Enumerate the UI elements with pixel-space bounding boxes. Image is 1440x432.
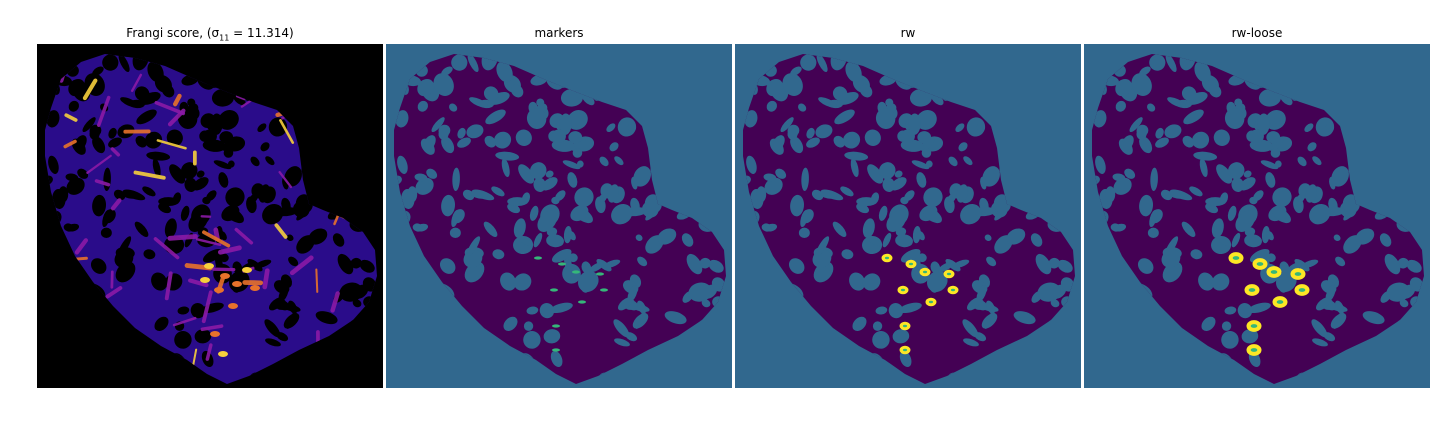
frangi-bright-spot xyxy=(200,277,210,283)
frangi-bright-spot xyxy=(210,331,220,337)
rw-marker xyxy=(902,324,908,328)
rwloose-marker xyxy=(1298,288,1306,292)
frangi-bright-spot xyxy=(218,351,228,357)
rwloose-marker xyxy=(1256,262,1264,266)
rwloose-marker xyxy=(1250,348,1258,352)
markers-marker xyxy=(578,300,586,304)
frangi-bright-spot xyxy=(232,281,242,287)
rw-marker xyxy=(902,348,908,352)
frangi-bright-spot xyxy=(204,263,214,269)
rwloose-marker xyxy=(1294,272,1302,276)
markers-marker xyxy=(596,272,604,276)
rwloose-marker xyxy=(1276,300,1284,304)
markers-image xyxy=(386,44,732,388)
panel-title-markers: markers xyxy=(534,26,584,40)
frangi-bright-spot xyxy=(242,267,252,273)
frangi-bright-spot xyxy=(214,287,224,293)
rw-loose-image xyxy=(1084,44,1430,388)
rwloose-marker xyxy=(1250,324,1258,328)
rw-marker xyxy=(928,300,934,304)
rw-marker xyxy=(884,256,890,260)
markers-canvas xyxy=(386,44,732,388)
panel-title-rw: rw xyxy=(900,26,916,40)
rw-marker xyxy=(900,288,906,292)
rw-marker xyxy=(908,262,914,266)
rw-canvas xyxy=(735,44,1081,388)
rw-marker xyxy=(950,288,956,292)
markers-marker xyxy=(600,288,608,292)
markers-marker xyxy=(550,288,558,292)
panel-title-rw-loose: rw-loose xyxy=(1231,26,1283,40)
markers-marker xyxy=(558,262,566,266)
rw-marker xyxy=(946,272,952,276)
rwloose-marker xyxy=(1248,288,1256,292)
rw-marker xyxy=(922,270,928,274)
rw-loose-canvas xyxy=(1084,44,1430,388)
frangi-bright-spot xyxy=(228,303,238,309)
markers-marker xyxy=(552,324,560,328)
markers-marker xyxy=(534,256,542,260)
markers-marker xyxy=(572,270,580,274)
rw-image xyxy=(735,44,1081,388)
frangi-bright-spot xyxy=(250,285,260,291)
rwloose-marker xyxy=(1270,270,1278,274)
frangi-score-canvas xyxy=(37,44,383,388)
frangi-bright-spot xyxy=(220,273,230,279)
rwloose-marker xyxy=(1232,256,1240,260)
frangi-score-image xyxy=(37,44,383,388)
panel-title-frangi: Frangi score, (σ11 = 11.314) xyxy=(126,26,294,43)
markers-marker xyxy=(552,348,560,352)
